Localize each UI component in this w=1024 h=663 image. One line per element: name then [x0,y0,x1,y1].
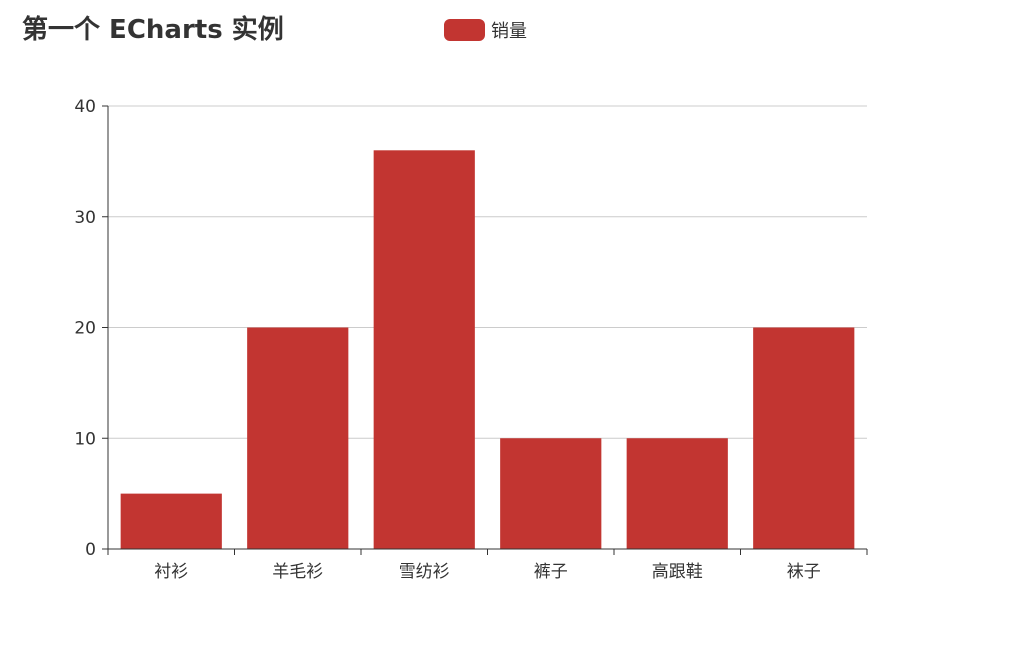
bar-3 [500,438,602,549]
x-tick-label: 雪纺衫 [399,562,450,582]
y-tick-label: 30 [74,208,96,228]
x-tick-label: 羊毛衫 [272,562,323,582]
chart-title: 第一个 ECharts 实例 [22,15,284,45]
bar-2 [373,150,475,550]
legend-swatch [444,19,485,41]
grid-lines [108,105,867,439]
x-tick-label: 裤子 [534,562,568,582]
legend-label: 销量 [491,21,527,42]
bar-4 [626,438,728,549]
bar-1 [247,327,349,549]
y-tick-label: 20 [74,319,96,339]
x-tick-label: 衬衫 [154,562,188,582]
bar-0 [120,493,222,549]
x-tick-label: 高跟鞋 [652,562,703,582]
bars [120,150,855,550]
y-tick-label: 0 [85,540,96,560]
axes [102,105,868,555]
y-tick-label: 40 [74,97,96,117]
y-tick-labels: 0 10 20 30 40 [74,97,96,560]
y-tick-label: 10 [74,429,96,449]
x-tick-label: 袜子 [787,562,821,582]
x-tick-labels: 衬衫 羊毛衫 雪纺衫 裤子 高跟鞋 袜子 [154,562,821,582]
bar-5 [753,327,855,549]
legend[interactable]: 销量 [444,16,527,44]
